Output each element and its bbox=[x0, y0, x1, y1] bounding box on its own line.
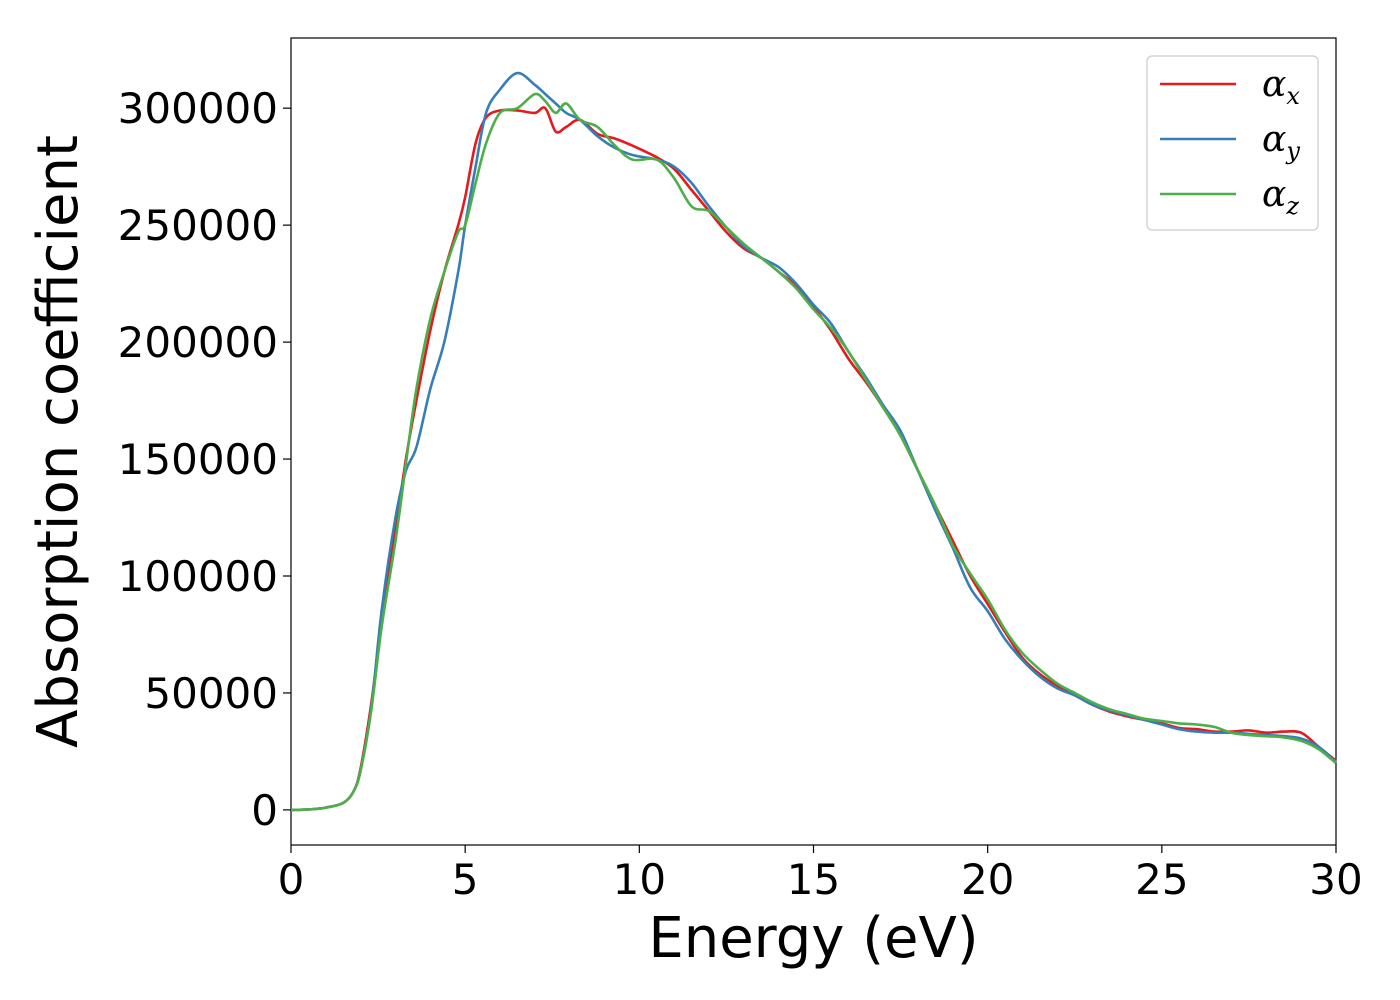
x-tick-label: 15 bbox=[787, 855, 840, 904]
y-tick-label: 100000 bbox=[118, 552, 278, 601]
x-tick-label: 5 bbox=[452, 855, 479, 904]
legend-label-x: αx bbox=[1262, 64, 1300, 110]
legend-box bbox=[1146, 55, 1319, 231]
x-axis-label: Energy (eV) bbox=[648, 906, 978, 971]
legend-label-z: αz bbox=[1262, 174, 1299, 220]
legend-label-subscript: x bbox=[1286, 82, 1300, 110]
y-tick-label: 300000 bbox=[118, 84, 278, 133]
y-tick-label: 150000 bbox=[118, 435, 278, 484]
series-line-z bbox=[290, 92, 1337, 812]
x-tick-label: 25 bbox=[1135, 855, 1188, 904]
y-tick-label: 50000 bbox=[144, 669, 278, 718]
series-layer bbox=[290, 71, 1337, 812]
legend-label-symbol: α bbox=[1262, 64, 1286, 105]
x-tick-label: 20 bbox=[961, 855, 1014, 904]
y-tick-label: 250000 bbox=[118, 201, 278, 250]
legend-label-y: αy bbox=[1262, 119, 1300, 165]
y-tick-label: 200000 bbox=[118, 318, 278, 367]
x-tick-label: 30 bbox=[1309, 855, 1362, 904]
legend-label-symbol: α bbox=[1262, 119, 1286, 160]
x-tick-label: 10 bbox=[613, 855, 666, 904]
legend-label-subscript: y bbox=[1285, 137, 1300, 165]
y-axis-label: Absorption coefficient bbox=[26, 135, 91, 748]
x-axis-ticks: 0 5 10 15 20 25 30 bbox=[278, 845, 1363, 904]
legend-label-subscript: z bbox=[1285, 192, 1299, 220]
y-tick-label: 0 bbox=[251, 786, 278, 835]
legend-label-symbol: α bbox=[1262, 174, 1286, 215]
x-tick-label: 0 bbox=[278, 855, 305, 904]
y-axis-ticks: 0 50000 100000 150000 200000 250000 300000 bbox=[118, 84, 291, 835]
